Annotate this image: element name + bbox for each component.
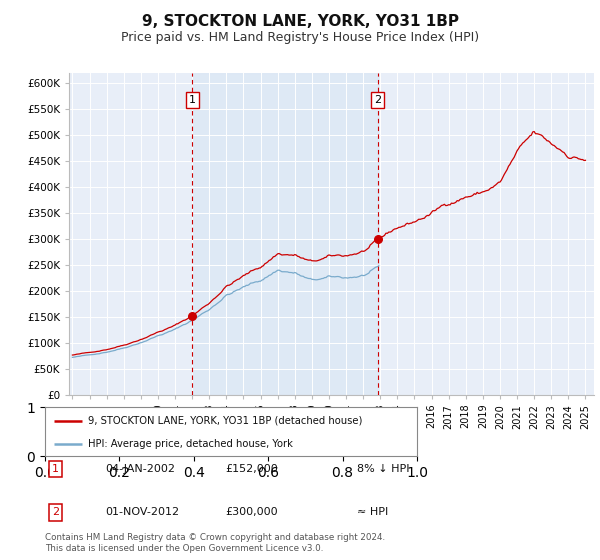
Text: Price paid vs. HM Land Registry's House Price Index (HPI): Price paid vs. HM Land Registry's House … [121,31,479,44]
Text: 04-JAN-2002: 04-JAN-2002 [105,464,175,474]
Text: 2: 2 [52,507,59,517]
Point [188,311,197,320]
Text: 2: 2 [374,95,381,105]
Text: ≈ HPI: ≈ HPI [357,507,388,517]
Text: HPI: Average price, detached house, York: HPI: Average price, detached house, York [88,439,293,449]
Text: 01-NOV-2012: 01-NOV-2012 [105,507,179,517]
Text: £300,000: £300,000 [225,507,278,517]
Text: £152,000: £152,000 [225,464,278,474]
Text: 8% ↓ HPI: 8% ↓ HPI [357,464,409,474]
Text: Contains HM Land Registry data © Crown copyright and database right 2024.
This d: Contains HM Land Registry data © Crown c… [45,533,385,553]
Bar [193,73,377,395]
Text: 1: 1 [52,464,59,474]
Point [373,235,382,244]
Text: 1: 1 [189,95,196,105]
Text: 9, STOCKTON LANE, YORK, YO31 1BP: 9, STOCKTON LANE, YORK, YO31 1BP [142,14,458,29]
Text: 9, STOCKTON LANE, YORK, YO31 1BP (detached house): 9, STOCKTON LANE, YORK, YO31 1BP (detach… [88,416,362,426]
